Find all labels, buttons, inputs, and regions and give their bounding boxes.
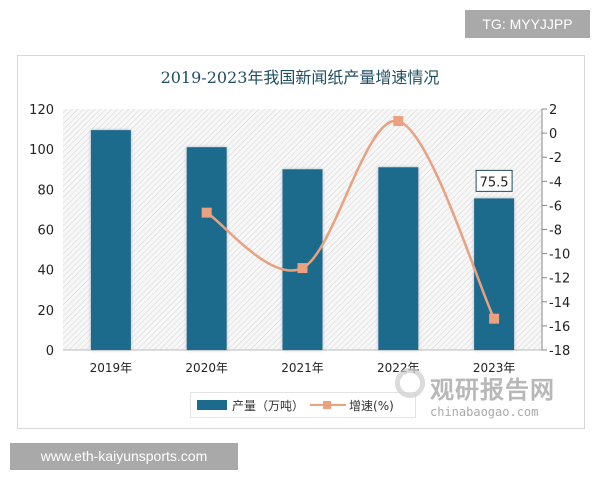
tg-badge: TG: MYYJJPP <box>465 10 590 38</box>
growth-marker <box>393 116 404 127</box>
right-tick-label: -10 <box>549 248 570 263</box>
right-tick-label: 0 <box>549 127 557 142</box>
x-tick-label: 2023年 <box>473 361 516 375</box>
x-tick-label: 2020年 <box>185 361 228 375</box>
watermark-en: chinabaogao.com <box>430 405 539 419</box>
left-tick-label: 60 <box>37 224 54 239</box>
left-tick-label: 80 <box>37 183 54 198</box>
right-tick-label: -4 <box>549 175 562 190</box>
right-tick-label: -18 <box>549 344 570 359</box>
right-tick-label: -2 <box>549 151 562 166</box>
x-tick-label: 2019年 <box>90 361 133 375</box>
bar-2023 <box>474 198 515 350</box>
right-tick-label: -12 <box>549 272 570 287</box>
left-tick-label: 0 <box>46 344 54 359</box>
bar-2021 <box>282 169 323 350</box>
chart-title: 2019-2023年我国新闻纸产量增速情况 <box>160 68 440 87</box>
bar-2022 <box>378 167 419 350</box>
left-tick-label: 100 <box>29 143 54 158</box>
right-tick-label: -8 <box>549 224 562 239</box>
watermark-cn: 观研报告网 <box>430 376 555 404</box>
growth-marker <box>201 207 212 218</box>
legend-label-growth: 增速(%) <box>349 398 394 413</box>
legend: 产量（万吨） 增速(%) <box>190 392 416 418</box>
growth-marker <box>297 263 308 274</box>
footer-site-label: www.eth-kaiyunsports.com <box>10 443 238 470</box>
growth-marker <box>489 313 500 324</box>
data-label: 75.5 <box>480 175 509 190</box>
watermark: 观研报告网 chinabaogao.com <box>430 370 555 419</box>
left-tick-label: 120 <box>29 103 54 118</box>
x-tick-label: 2021年 <box>281 361 324 375</box>
left-tick-label: 40 <box>37 264 54 279</box>
right-tick-label: -6 <box>549 199 562 214</box>
legend-label-production: 产量（万吨） <box>232 398 305 413</box>
right-tick-label: 2 <box>549 103 557 118</box>
watermark-logo-icon <box>395 368 425 398</box>
legend-bar-swatch <box>197 400 227 410</box>
right-tick-label: -14 <box>549 296 570 311</box>
growth-line <box>206 119 496 320</box>
legend-line-swatch <box>310 400 347 410</box>
data-label-box <box>475 169 513 192</box>
bar-2020 <box>186 147 227 350</box>
bar-2019 <box>90 130 131 350</box>
right-tick-label: -16 <box>549 320 570 335</box>
left-tick-label: 20 <box>37 304 54 319</box>
